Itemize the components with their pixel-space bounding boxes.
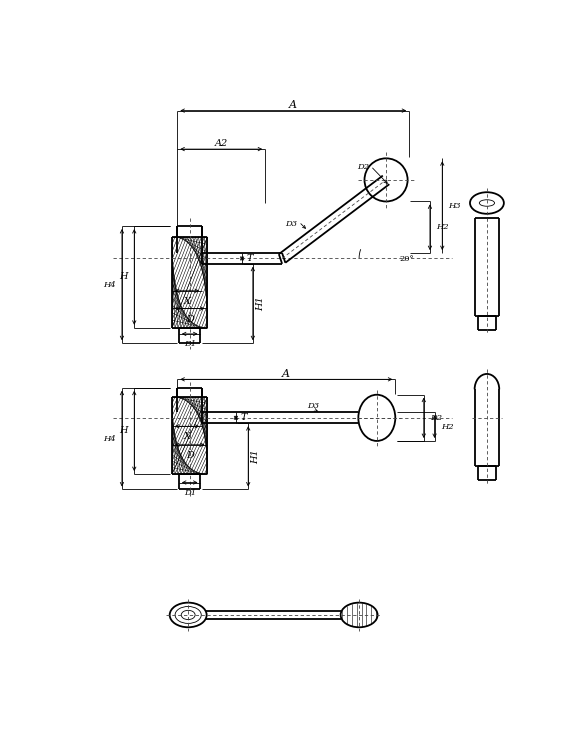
Text: D1: D1 [184,340,196,348]
Text: H: H [120,427,128,436]
Text: X: X [183,433,190,441]
Text: D3: D3 [307,401,319,410]
Text: T: T [240,413,247,422]
Text: H4: H4 [103,280,116,289]
Text: D2: D2 [357,163,369,171]
Text: D2: D2 [430,414,442,422]
Text: D1: D1 [184,489,196,496]
Text: H1: H1 [256,296,265,311]
Text: 20°: 20° [400,255,414,263]
Text: X: X [183,297,190,306]
Text: A: A [289,100,297,111]
Text: H: H [120,272,128,281]
Text: H1: H1 [251,449,260,464]
Text: H2: H2 [441,423,453,430]
Text: D3: D3 [285,220,297,229]
Text: T: T [247,254,253,263]
Text: A: A [282,369,290,379]
Text: D: D [186,315,194,324]
Text: A2: A2 [215,139,228,148]
Text: H2: H2 [436,223,449,232]
Text: H4: H4 [103,435,116,443]
Text: H3: H3 [448,202,461,210]
Text: D: D [186,451,194,460]
